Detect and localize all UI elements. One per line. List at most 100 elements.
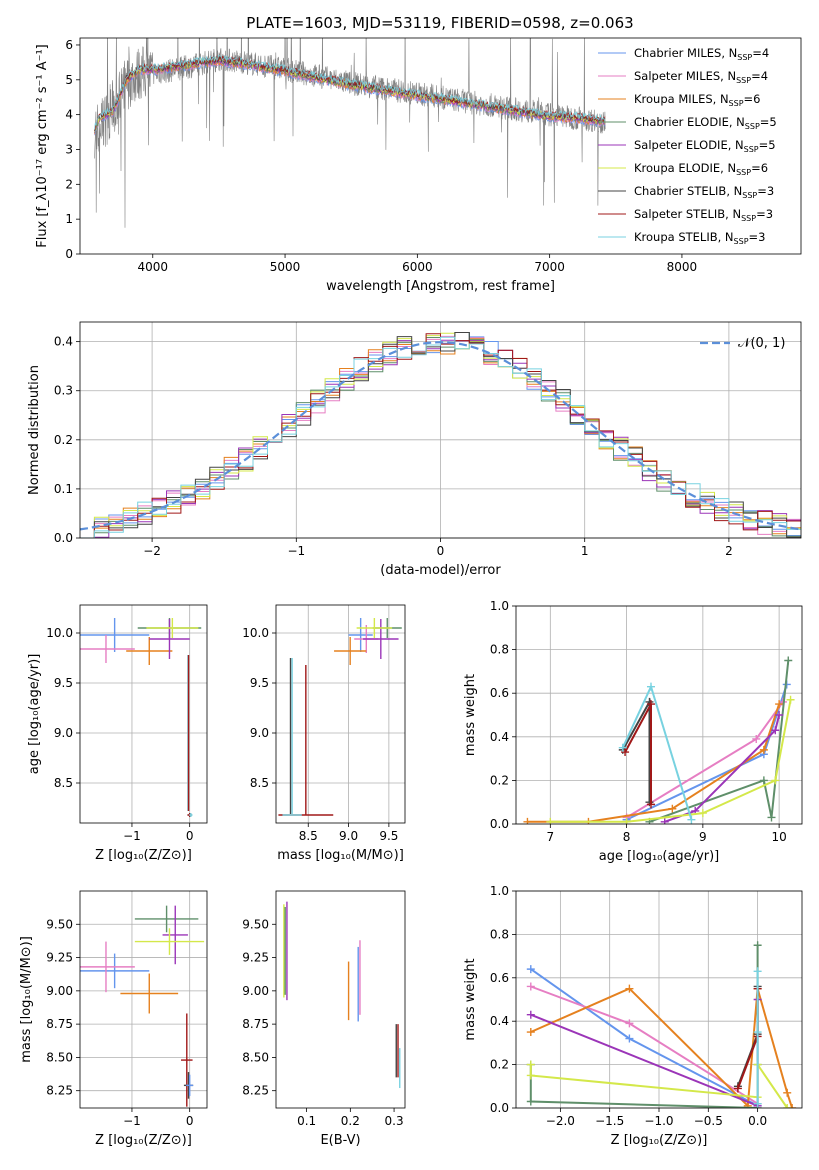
y-tick-label: 8.25 [46, 1084, 73, 1098]
weight-marker [622, 817, 631, 824]
weight-series [526, 965, 762, 1108]
chart-title: PLATE=1603, MJD=53119, FIBERID=0598, z=0… [246, 14, 633, 32]
y-tick-label: 8.5 [250, 776, 269, 790]
y-tick-label: 0.1 [54, 482, 73, 496]
x-tick-label: −1 [123, 829, 141, 843]
y-tick-label: 2 [65, 177, 73, 191]
weight-marker [759, 745, 768, 754]
weight-marker [753, 941, 762, 950]
panel-weight-vs-Z: −2.0 −1.5 −1.0 −0.5 0.0 0.0 0.2 0.4 0.6 0.8 1.0 Z [… [463, 884, 803, 1148]
weight-marker [753, 967, 762, 976]
weight-marker [526, 965, 535, 974]
data-point [189, 813, 193, 817]
legend-label: Kroupa STELIB, N [634, 230, 734, 244]
legend-sub: SSP [736, 76, 751, 85]
weight-marker [526, 1071, 535, 1080]
legend-suffix: =6 [744, 92, 761, 106]
y-tick-label: 8.75 [46, 1017, 73, 1031]
y-tick-label: 8.50 [242, 1050, 269, 1064]
legend-sub: SSP [745, 122, 760, 131]
plot-area [80, 332, 801, 538]
x-tick-label: 0 [186, 829, 194, 843]
data-point [363, 619, 399, 659]
legend-suffix: =5 [760, 115, 777, 129]
x-axis-label: (data-model)/error [380, 563, 501, 578]
y-tick-label: 0.4 [490, 730, 509, 744]
y-tick-label: 9.25 [46, 951, 73, 965]
panel-weight-vs-age: 7 8 9 10 0.0 0.2 0.4 0.6 0.8 1.0 age [log₁₀(age/yr… [463, 599, 803, 864]
weight-marker [526, 1028, 535, 1037]
y-tick-label: 8.50 [46, 1050, 73, 1064]
legend-label: Salpeter MILES, N [634, 69, 736, 83]
plot-area [523, 656, 795, 824]
legend-sub: SSP [742, 191, 757, 200]
x-axis-label: Z [log₁₀(Z/Z⊙)] [611, 1133, 708, 1148]
panel-mass-vs-ebv: 0.1 0.2 0.3 8.25 8.50 8.75 9.00 9.25 9.50 E(B-V) [242, 890, 406, 1148]
legend-suffix: =5 [759, 138, 776, 152]
weight-marker [753, 1028, 762, 1037]
weight-marker [775, 700, 784, 709]
y-tick-label: 0.2 [490, 1058, 509, 1072]
legend-entry: Salpeter ELODIE, NSSP=5 [634, 138, 776, 154]
legend-sub: SSP [736, 168, 751, 177]
axes-frame [79, 890, 208, 1109]
x-tick-label: −1 [123, 1114, 141, 1128]
weight-marker [752, 734, 761, 743]
weight-marker [753, 1099, 762, 1108]
y-tick-label: 0.2 [490, 773, 509, 787]
y-tick-label: 3 [65, 142, 73, 156]
weight-line [550, 699, 792, 823]
legend-suffix: =3 [757, 184, 774, 198]
x-tick-label: 2 [725, 544, 733, 558]
data-point [134, 928, 205, 955]
x-tick-label: 9.0 [339, 829, 358, 843]
y-tick-label: 9.00 [242, 984, 269, 998]
plot-area [526, 941, 797, 1108]
y-tick-label: 9.0 [250, 726, 269, 740]
legend-entry: Kroupa STELIB, NSSP=3 [634, 230, 765, 246]
weight-series [621, 700, 655, 809]
y-tick-label: 6 [65, 38, 73, 52]
x-tick-label: −1.5 [595, 1114, 624, 1128]
y-tick-label: 10.0 [242, 626, 269, 640]
x-tick-label: 0.0 [748, 1114, 767, 1128]
x-tick-label: −0.5 [694, 1114, 723, 1128]
weight-marker [546, 817, 555, 824]
weight-line [649, 660, 790, 823]
plot-area [278, 618, 402, 816]
weight-series [618, 682, 696, 824]
x-tick-label: 9 [699, 830, 707, 844]
data-point [146, 618, 199, 638]
legend-label: Salpeter ELODIE, N [634, 138, 744, 152]
y-tick-label: 0.8 [490, 927, 509, 941]
x-tick-label: −1 [287, 544, 305, 558]
weight-marker [523, 817, 532, 824]
data-point [120, 973, 179, 1014]
panel-residuals: −2 −1 0 1 2 0.0 0.1 0.2 0.3 0.4 (data-model)/error… [27, 321, 802, 578]
x-tick-label: 0 [186, 1114, 194, 1128]
legend-label: Kroupa MILES, N [634, 92, 729, 106]
y-axis-label: mass weight [463, 958, 478, 1040]
x-tick-label: 8000 [667, 260, 698, 274]
panel-mass-vs-Z: −1 0 8.25 8.50 8.75 9.00 9.25 9.50 Z [log₁₀(Z/Z⊙… [19, 890, 208, 1148]
weight-marker [660, 817, 669, 824]
weight-marker [668, 804, 677, 813]
weight-series [622, 697, 787, 822]
legend-label: Salpeter STELIB, N [634, 207, 741, 221]
data-point [126, 637, 173, 665]
x-tick-label: 1 [581, 544, 589, 558]
y-tick-label: 0.6 [490, 686, 509, 700]
x-tick-label: 8 [623, 830, 631, 844]
axes-frame [275, 890, 406, 1109]
data-point [134, 905, 199, 933]
x-tick-label: 6000 [402, 260, 433, 274]
y-axis-label: age [log₁₀(age/yr)] [27, 654, 42, 775]
legend-sub: SSP [741, 214, 756, 223]
model-spectrum-line [94, 55, 606, 130]
y-axis-label: mass [log₁₀(M/M⊙)] [19, 936, 34, 1063]
y-tick-label: 5 [65, 73, 73, 87]
weight-marker [759, 776, 768, 785]
y-tick-label: 9.5 [250, 676, 269, 690]
x-tick-label: 0 [437, 544, 445, 558]
